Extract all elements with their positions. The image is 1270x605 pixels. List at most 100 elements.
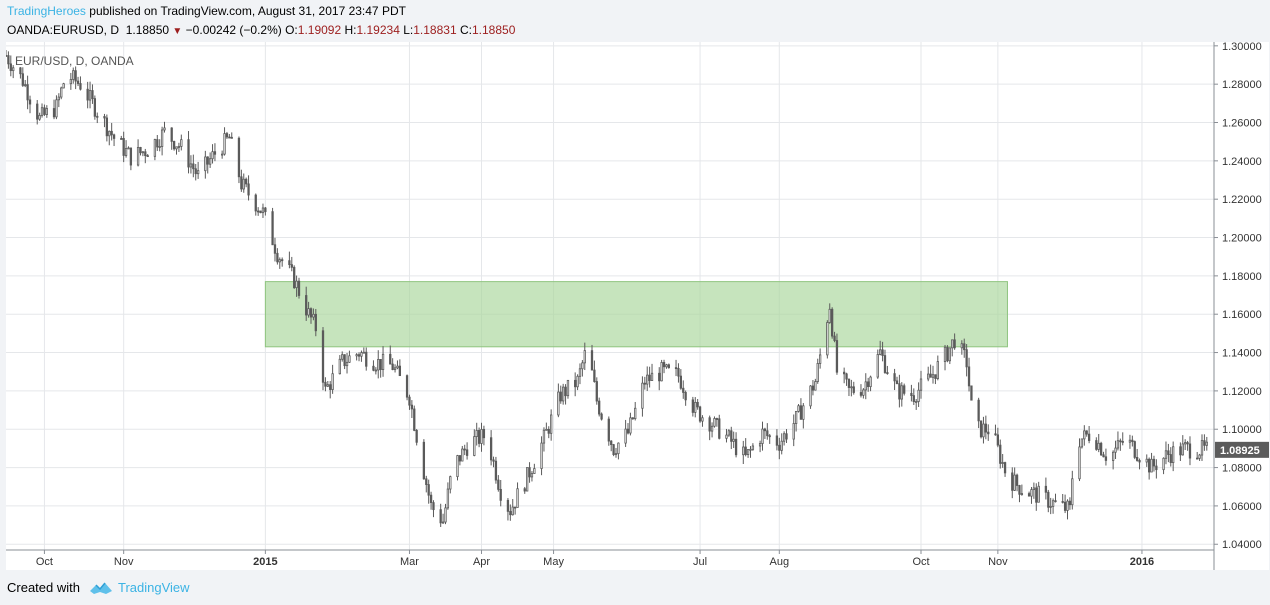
- candle: [610, 440, 613, 452]
- candle: [970, 385, 973, 401]
- candle: [843, 367, 846, 384]
- candle: [895, 376, 899, 385]
- candle: [828, 303, 831, 324]
- candle: [103, 113, 106, 128]
- last-price-label: 1.08925: [1215, 441, 1269, 458]
- candle: [254, 193, 257, 216]
- candle: [646, 366, 649, 392]
- candle: [612, 443, 615, 457]
- candle: [1121, 432, 1124, 446]
- high-value: 1.19234: [356, 23, 400, 37]
- candle: [1200, 434, 1204, 461]
- candle: [432, 500, 435, 518]
- candle: [1001, 454, 1004, 468]
- price-tick-label: 1.18000: [1222, 271, 1262, 283]
- candle: [415, 428, 418, 446]
- candle: [192, 154, 195, 178]
- candle: [1003, 461, 1007, 477]
- candle: [684, 390, 687, 406]
- candle: [1150, 452, 1153, 473]
- candle: [9, 55, 12, 77]
- candle: [475, 422, 478, 446]
- candle: [1116, 431, 1120, 451]
- candle: [264, 206, 267, 216]
- candle: [1133, 440, 1136, 460]
- candle: [398, 359, 402, 377]
- candle: [948, 347, 951, 365]
- candle: [809, 385, 812, 409]
- candle: [530, 471, 534, 482]
- candle: [329, 381, 332, 399]
- candle: [1111, 450, 1115, 470]
- candle: [732, 431, 735, 449]
- price-tick-label: 1.04000: [1222, 539, 1262, 551]
- candle: [422, 439, 426, 480]
- candle: [427, 479, 430, 504]
- candle: [746, 449, 750, 458]
- candle: [593, 360, 596, 383]
- candle: [4, 50, 8, 57]
- candle: [38, 112, 41, 121]
- candle: [482, 425, 486, 446]
- candle: [574, 372, 577, 397]
- candle: [324, 377, 327, 392]
- candle: [595, 377, 598, 405]
- candle: [677, 363, 680, 383]
- candle: [220, 150, 224, 159]
- candle: [665, 363, 668, 369]
- candle: [965, 344, 968, 377]
- candle: [43, 104, 46, 116]
- time-tick-label: Oct: [36, 556, 53, 568]
- candle: [146, 154, 149, 158]
- low-value: 1.18831: [413, 23, 457, 37]
- candle: [742, 440, 745, 465]
- author-link[interactable]: TradingHeroes: [7, 4, 86, 18]
- candle: [273, 237, 277, 262]
- candle: [439, 503, 442, 528]
- low-label: L:: [403, 23, 414, 37]
- tradingview-logo-icon[interactable]: [88, 580, 114, 596]
- candle: [710, 422, 714, 438]
- candle: [1061, 494, 1064, 504]
- candle: [91, 84, 94, 104]
- candle: [1013, 467, 1016, 492]
- candle: [929, 364, 932, 378]
- candle: [634, 401, 637, 421]
- candle: [1049, 497, 1052, 515]
- price-chart[interactable]: 1.30000 1.28000 1.26000 1.24000 1.22000 1.200…: [4, 41, 1269, 570]
- price-tick-label: 1.28000: [1222, 79, 1262, 91]
- candle: [862, 388, 865, 399]
- candle: [494, 456, 498, 484]
- candle: [1015, 473, 1019, 492]
- price-axis[interactable]: 1.30000 1.28000 1.26000 1.24000 1.22000 1.200…: [1214, 41, 1262, 551]
- candle: [365, 347, 368, 371]
- candle: [1066, 499, 1069, 520]
- price-tick-label: 1.22000: [1222, 194, 1262, 206]
- chart-container[interactable]: 1.30000 1.28000 1.26000 1.24000 1.22000 1.200…: [4, 41, 1269, 570]
- resistance-zone[interactable]: [264, 281, 1008, 348]
- candle: [785, 429, 788, 444]
- time-tick-label: Jul: [693, 556, 707, 568]
- high-label: H:: [344, 23, 357, 37]
- candle: [780, 433, 783, 455]
- candle: [516, 482, 519, 508]
- tradingview-link[interactable]: TradingView: [118, 580, 190, 595]
- candle: [396, 360, 399, 370]
- candle: [886, 365, 889, 375]
- candle: [26, 75, 29, 110]
- candle: [523, 486, 526, 494]
- candle: [12, 65, 15, 79]
- candle: [76, 76, 80, 87]
- candle: [643, 376, 646, 390]
- candle: [578, 363, 582, 385]
- candle: [934, 374, 937, 385]
- time-axis[interactable]: Oct Nov 2015 Mar Apr May Jul Aug Oct Nov 2016: [36, 550, 1154, 568]
- candle: [281, 257, 284, 267]
- candle: [867, 377, 870, 392]
- candle: [410, 400, 414, 418]
- candle: [564, 384, 567, 405]
- candle: [749, 446, 752, 458]
- candle: [290, 256, 293, 272]
- candle: [208, 152, 212, 168]
- candle: [917, 382, 920, 407]
